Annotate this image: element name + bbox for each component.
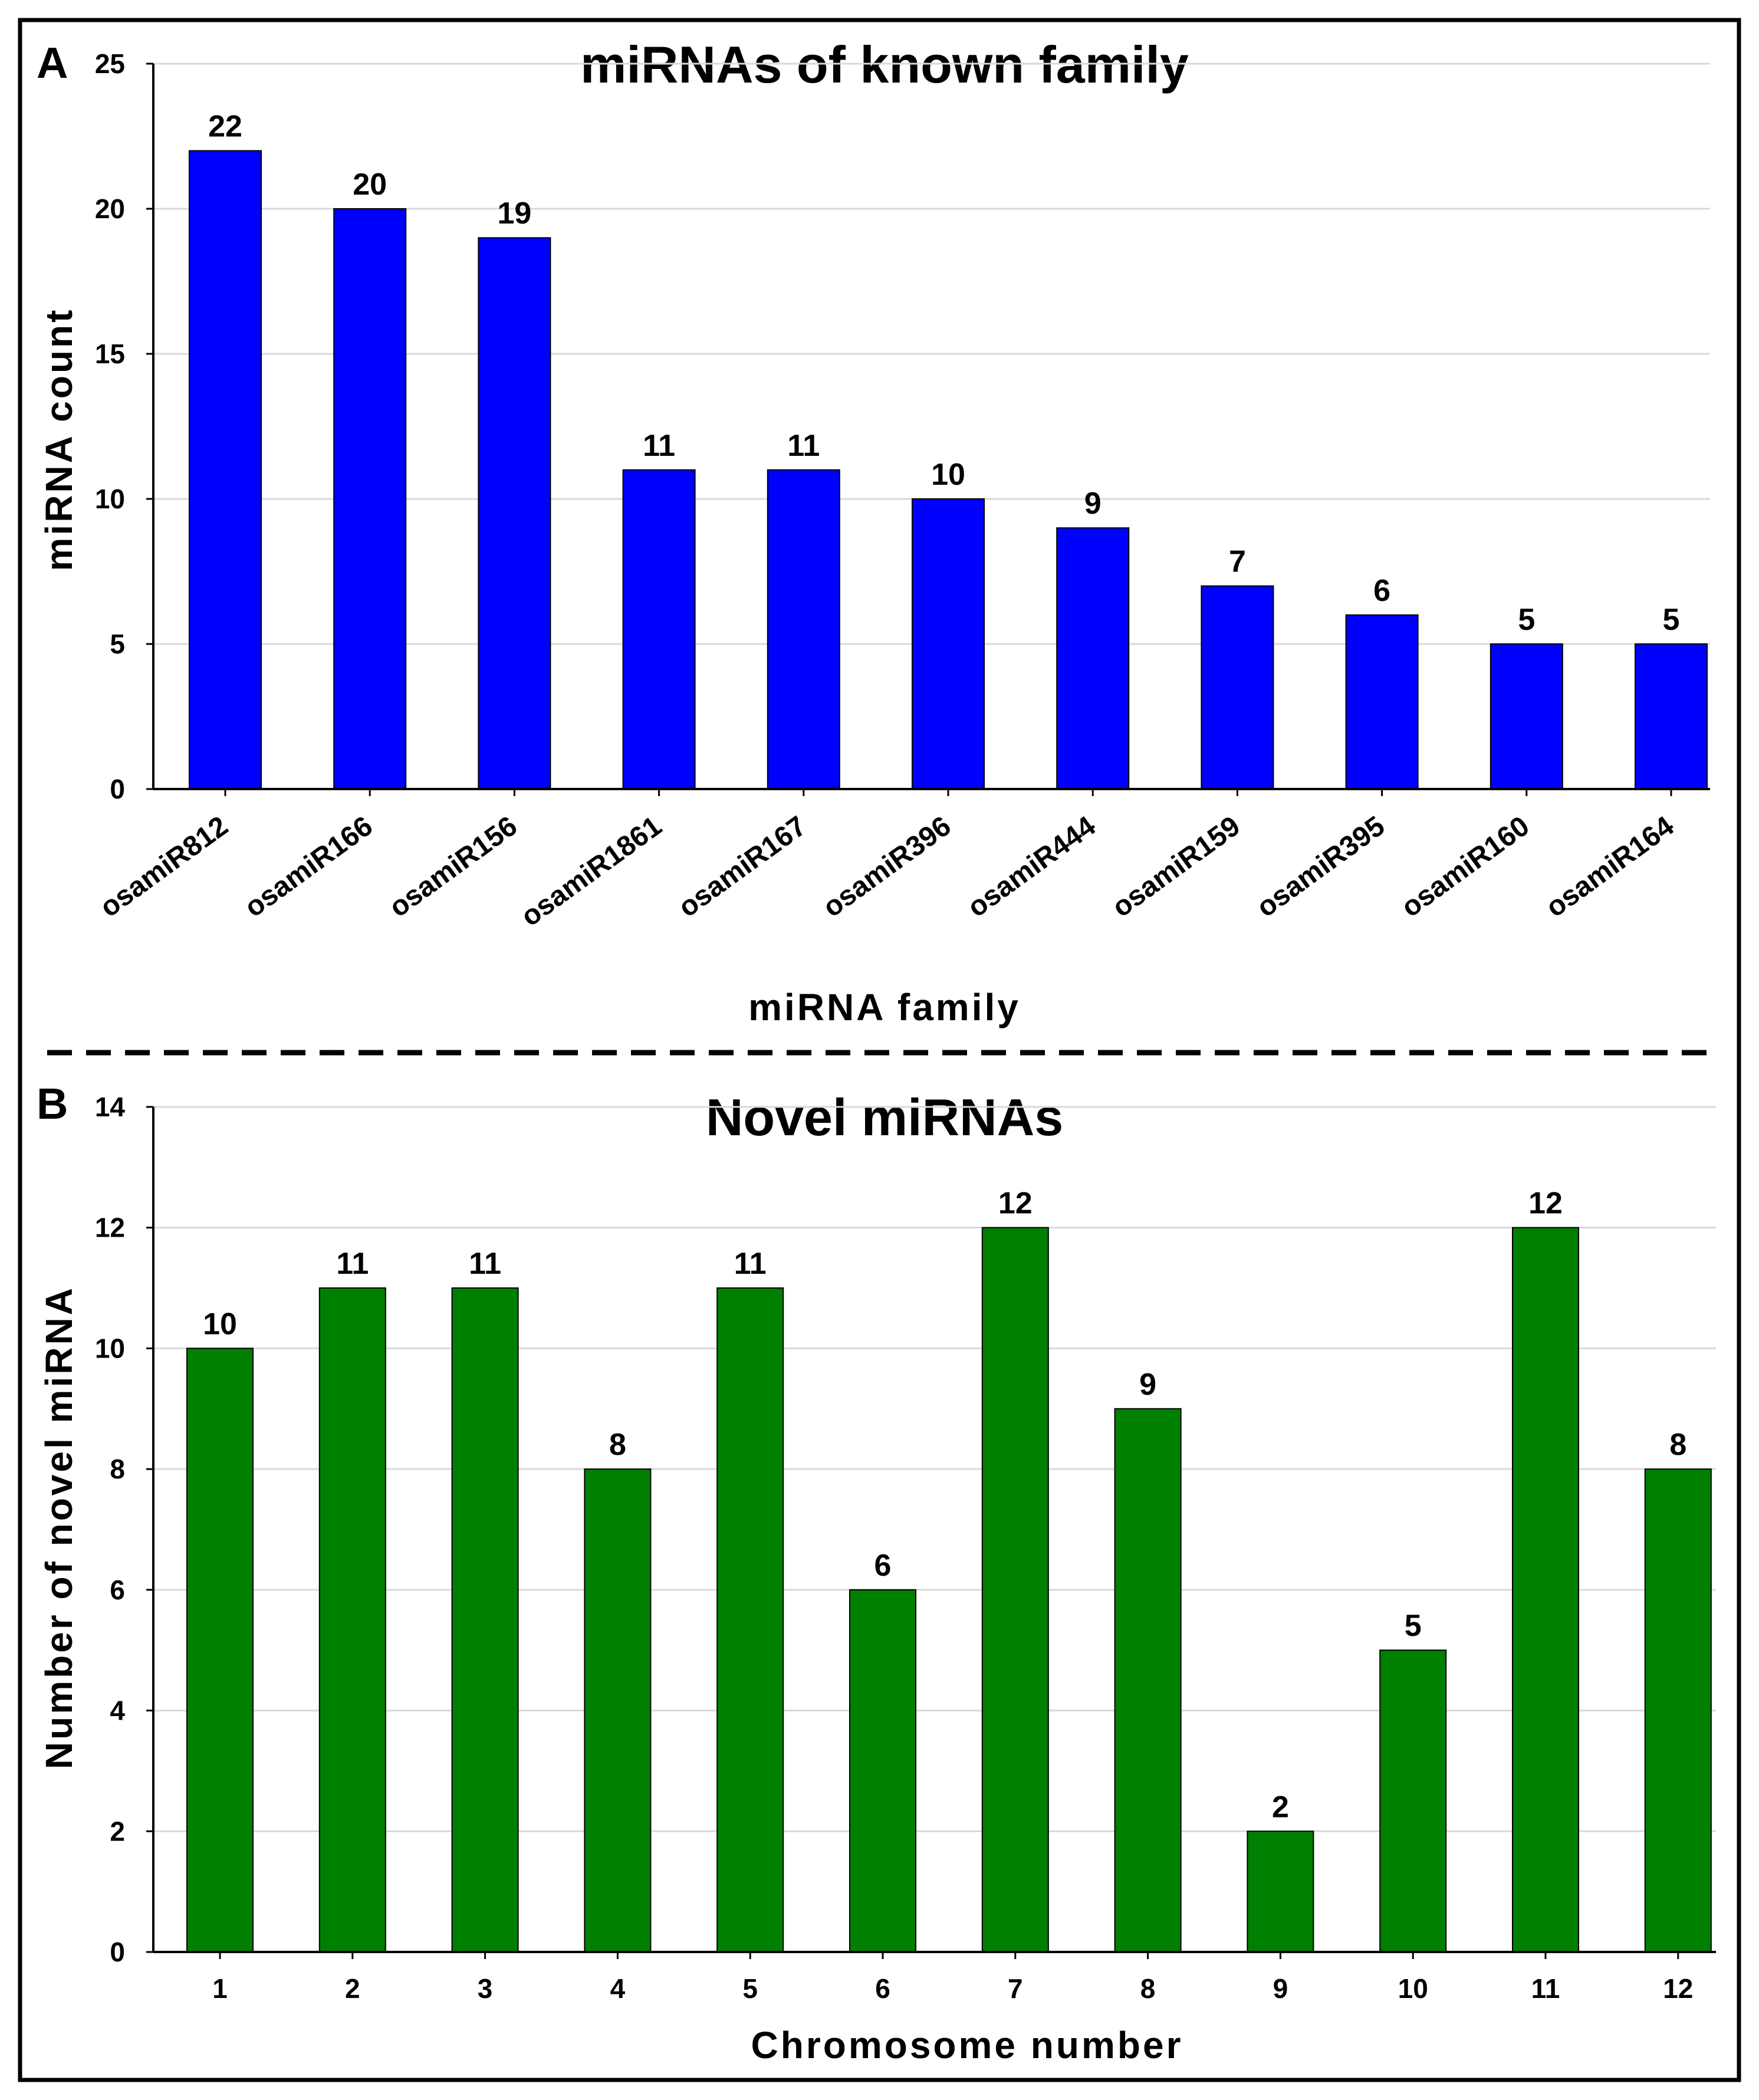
a-y-tick-label: 25 xyxy=(95,48,125,79)
b-x-tick-label: 3 xyxy=(478,1973,493,2004)
a-bar xyxy=(767,469,840,790)
a-data-label: 7 xyxy=(1229,545,1246,579)
b-y-tick-label: 10 xyxy=(95,1333,125,1363)
a-bar xyxy=(1345,614,1419,790)
b-bar xyxy=(1512,1227,1579,1953)
b-bar xyxy=(1114,1408,1182,1953)
a-y-tick-label: 0 xyxy=(110,774,125,804)
b-data-label: 11 xyxy=(469,1247,501,1281)
b-y-tick-label: 8 xyxy=(110,1454,125,1484)
a-data-label: 10 xyxy=(931,458,965,492)
a-data-label: 20 xyxy=(353,167,387,202)
a-bar xyxy=(622,469,696,790)
panel-b-y-axis-title: Number of novel miRNA xyxy=(38,1286,80,1769)
b-y-tick-label: 0 xyxy=(110,1937,125,1967)
a-y-tick-label: 15 xyxy=(95,339,125,369)
a-bar xyxy=(912,498,985,790)
panel-b-bars xyxy=(186,1227,1712,1953)
a-bar xyxy=(1201,585,1274,790)
b-y-tick-label: 14 xyxy=(95,1092,126,1122)
b-x-tick-label: 4 xyxy=(610,1973,626,2004)
b-x-tick-label: 2 xyxy=(345,1973,360,2004)
a-bar xyxy=(1635,643,1708,790)
panel-a-y-ticks: 0 5 10 15 20 25 xyxy=(95,48,153,804)
panel-b-gridlines xyxy=(153,1106,1716,1832)
b-data-label: 11 xyxy=(336,1247,369,1281)
b-bar xyxy=(186,1348,254,1953)
a-bar xyxy=(189,150,262,790)
b-data-label: 8 xyxy=(609,1428,626,1462)
b-x-tick-label: 5 xyxy=(742,1973,758,2004)
b-bar xyxy=(584,1468,652,1953)
b-y-tick-label: 12 xyxy=(95,1212,125,1243)
b-y-tick-label: 6 xyxy=(110,1575,125,1605)
panel-a-letter: A xyxy=(37,38,68,87)
a-bar xyxy=(1056,527,1130,790)
a-data-label: 11 xyxy=(787,429,820,463)
panel-b-title: Novel miRNAs xyxy=(706,1088,1063,1146)
b-bar xyxy=(1379,1649,1447,1953)
panel-b-letter: B xyxy=(37,1079,68,1128)
panel-b-y-ticks: 0 2 4 6 8 10 12 14 xyxy=(95,1092,153,1967)
b-x-tick-label: 11 xyxy=(1531,1973,1560,2004)
a-y-tick-label: 5 xyxy=(110,629,125,659)
a-data-label: 11 xyxy=(643,429,675,463)
a-data-label: 9 xyxy=(1084,487,1102,521)
a-y-tick-label: 20 xyxy=(95,193,125,224)
b-data-label: 9 xyxy=(1139,1368,1156,1402)
a-data-label: 5 xyxy=(1663,603,1680,637)
b-data-label: 12 xyxy=(998,1187,1033,1221)
b-data-label: 5 xyxy=(1405,1609,1422,1643)
a-data-label: 22 xyxy=(208,110,242,144)
b-bar xyxy=(1247,1830,1314,1953)
panel-b-data-labels: 10 11 11 8 11 6 12 9 2 5 12 8 xyxy=(203,1187,1686,1825)
b-bar xyxy=(716,1287,784,1953)
b-data-label: 11 xyxy=(734,1247,767,1281)
b-bar xyxy=(1644,1468,1712,1953)
panel-a-data-labels: 22 20 19 11 11 10 9 7 6 5 5 xyxy=(208,110,1679,637)
b-x-tick-label: 12 xyxy=(1663,1973,1693,2004)
b-x-tick-label: 9 xyxy=(1273,1973,1288,2004)
b-bar xyxy=(318,1287,386,1953)
b-bar xyxy=(981,1227,1049,1953)
b-data-label: 6 xyxy=(874,1549,892,1583)
b-data-label: 12 xyxy=(1528,1187,1563,1221)
b-x-tick-label: 10 xyxy=(1398,1973,1428,2004)
b-data-label: 8 xyxy=(1669,1428,1686,1462)
panel-b-x-ticks: 1 2 3 4 5 6 7 8 9 10 11 12 xyxy=(212,1952,1693,2004)
panel-a-y-axis-title: miRNA count xyxy=(38,308,80,571)
b-x-tick-label: 7 xyxy=(1008,1973,1023,2004)
b-bar xyxy=(451,1287,519,1953)
a-bar xyxy=(333,208,407,790)
b-y-tick-label: 4 xyxy=(110,1695,125,1726)
panel-b-x-axis-title: Chromosome number xyxy=(751,2024,1183,2066)
a-data-label: 5 xyxy=(1518,603,1535,637)
a-data-label: 6 xyxy=(1373,574,1390,608)
b-x-tick-label: 8 xyxy=(1140,1973,1156,2004)
b-y-tick-label: 2 xyxy=(110,1816,125,1846)
a-bar xyxy=(1490,643,1563,790)
panel-a-bars xyxy=(189,150,1708,790)
b-data-label: 2 xyxy=(1272,1790,1289,1824)
a-bar xyxy=(478,237,551,790)
b-x-tick-label: 1 xyxy=(212,1973,228,2004)
a-y-tick-label: 10 xyxy=(95,484,125,514)
panel-a-x-axis-title: miRNA family xyxy=(748,986,1021,1028)
b-bar xyxy=(849,1589,916,1953)
b-x-tick-label: 6 xyxy=(875,1973,890,2004)
a-data-label: 19 xyxy=(497,196,531,231)
b-data-label: 10 xyxy=(203,1307,237,1341)
